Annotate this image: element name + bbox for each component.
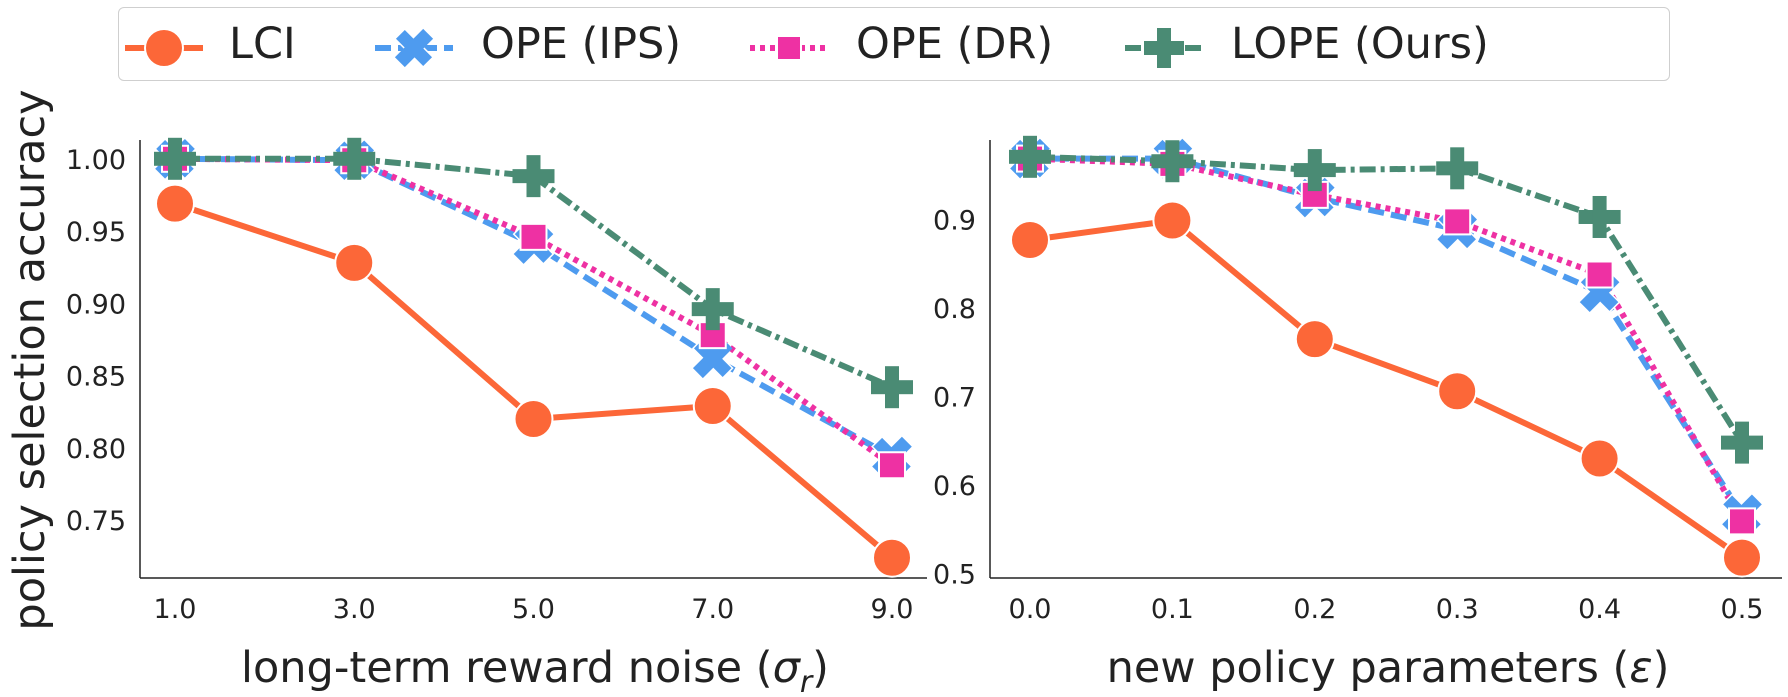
right-x-tick-4: 0.4 <box>1578 594 1621 625</box>
right-point-lci-3 <box>1437 371 1478 412</box>
legend-label-dr: OPE (DR) <box>856 19 1054 69</box>
right-point-lope-0 <box>1009 135 1051 178</box>
left-point-lci-1 <box>334 242 375 283</box>
right-point-lope-2 <box>1293 149 1336 192</box>
left-point-lope-3 <box>691 288 734 331</box>
right-point-lope-5 <box>1721 421 1763 464</box>
left-y-tick-2: 0.90 <box>66 289 126 320</box>
left-x-tick-4: 9.0 <box>871 594 914 625</box>
right-point-lope-5-bar-b <box>1735 421 1749 464</box>
right-point-dr-4 <box>1585 260 1614 289</box>
right-y-tick-3: 0.6 <box>933 471 976 502</box>
left-y-tick-5: 0.75 <box>66 506 126 537</box>
left-x-label-symbol: σ <box>773 643 802 693</box>
right-x-tick-1: 0.1 <box>1151 594 1194 625</box>
legend-swatch-lope <box>1125 28 1203 68</box>
right-point-lope-0-bar-b <box>1023 135 1037 178</box>
right-y-tick-2: 0.7 <box>933 383 976 414</box>
legend-swatch-lci <box>125 28 203 68</box>
right-point-lci-4 <box>1579 438 1620 479</box>
left-point-lope-4 <box>871 366 913 409</box>
right-point-lope-2-bar-b <box>1307 149 1322 192</box>
left-x-tick-2: 5.0 <box>512 594 555 625</box>
right-series-line-ips <box>1030 155 1745 516</box>
right-x-label-main: new policy parameters ( <box>1107 643 1630 693</box>
right-point-lope-4 <box>1578 195 1621 238</box>
left-point-lope-1-bar-b <box>347 137 362 180</box>
left-plot-panel: 1.0 3.0 5.0 7.0 9.0 1.00 0.95 0.90 0.85 0.80 0.75 <box>66 137 927 625</box>
right-point-lci-1 <box>1152 200 1193 241</box>
legend-swatch-dr <box>750 35 828 61</box>
left-y-tick-3: 0.85 <box>66 362 126 393</box>
right-y-tick-4: 0.5 <box>933 560 976 591</box>
right-point-lci-0 <box>1010 219 1050 260</box>
right-x-label-end: ) <box>1653 643 1670 693</box>
left-x-tick-3: 7.0 <box>691 594 734 625</box>
right-series-line-lci <box>1029 217 1744 561</box>
right-x-axis-label: new policy parameters (ε) <box>1107 643 1670 693</box>
left-point-dr-2 <box>519 222 548 251</box>
left-point-lope-1 <box>333 137 376 180</box>
legend-swatch-ips <box>375 27 453 69</box>
legend-label-lope: LOPE (Ours) <box>1231 19 1489 69</box>
right-point-dr-5 <box>1728 507 1756 536</box>
right-x-tick-5: 0.5 <box>1721 594 1764 625</box>
legend-label-ips: OPE (IPS) <box>481 19 682 69</box>
left-y-tick-0: 1.00 <box>66 145 126 176</box>
left-point-lope-2 <box>512 155 555 198</box>
right-series-line-lope <box>1029 153 1745 445</box>
left-y-tick-4: 0.80 <box>66 434 126 465</box>
right-point-lci-2 <box>1294 319 1335 360</box>
right-point-dr-3 <box>1443 207 1472 236</box>
right-plot-panel: 0.0 0.1 0.2 0.3 0.4 0.5 0.9 0.8 0.7 0.6 0.5 <box>933 135 1782 625</box>
left-x-tick-0: 1.0 <box>154 594 197 625</box>
left-x-label-end: ) <box>812 643 829 693</box>
right-x-label-symbol: ε <box>1629 643 1652 693</box>
right-point-lope-1 <box>1151 140 1194 183</box>
left-point-lope-3-bar-b <box>705 288 720 331</box>
left-x-label-subscript: r <box>800 665 814 697</box>
right-y-tick-0: 0.9 <box>933 206 976 237</box>
left-x-label-main: long-term reward noise ( <box>241 643 773 693</box>
left-point-lope-0 <box>154 137 196 180</box>
right-x-tick-0: 0.0 <box>1009 594 1052 625</box>
left-point-lci-2 <box>513 398 554 439</box>
left-point-lci-3 <box>692 385 733 426</box>
right-series-line-dr <box>1029 155 1745 523</box>
left-point-lci-0 <box>155 183 195 224</box>
left-y-tick-1: 0.95 <box>66 217 126 248</box>
right-x-tick-2: 0.2 <box>1293 594 1336 625</box>
right-x-tick-3: 0.3 <box>1436 594 1479 625</box>
legend: LCI OPE (IPS) OPE (DR) LOPE (Ours) <box>118 7 1670 81</box>
right-point-lci-5 <box>1722 537 1762 578</box>
left-series-line-lci <box>174 200 894 561</box>
left-x-axis-label: long-term reward noise (σr) <box>241 643 829 697</box>
right-point-lope-3-bar-b <box>1450 147 1465 190</box>
left-x-tick-1: 3.0 <box>333 594 376 625</box>
right-point-lope-1-bar-b <box>1165 140 1180 183</box>
right-point-lope-3 <box>1436 147 1479 190</box>
right-point-lope-4-bar-b <box>1592 195 1607 238</box>
left-point-dr-4 <box>878 451 906 480</box>
y-axis-label: policy selection accuracy <box>5 89 55 630</box>
legend-label-lci: LCI <box>229 19 296 69</box>
left-point-lope-2-bar-b <box>526 155 541 198</box>
left-point-lope-4-bar-b <box>885 366 899 409</box>
left-point-lope-0-bar-b <box>168 137 182 180</box>
right-y-tick-1: 0.8 <box>933 294 976 325</box>
left-point-lci-4 <box>872 537 912 578</box>
